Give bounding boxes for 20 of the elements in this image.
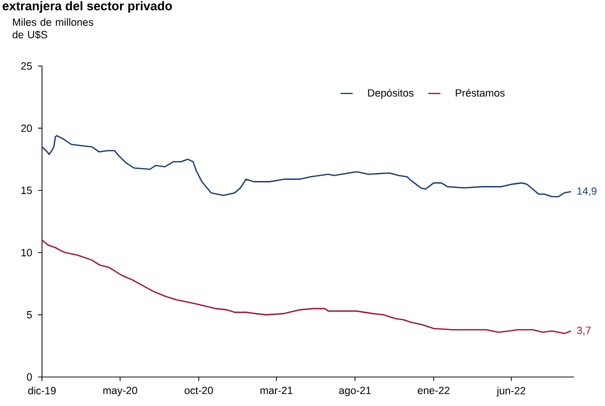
data-label: 3,7 <box>577 326 591 336</box>
x-tick-label: jun-22 <box>496 386 526 396</box>
line-series <box>41 135 572 198</box>
x-tick-label: ago-21 <box>339 386 371 396</box>
legend-label: Depósitos <box>368 88 414 99</box>
chart-title: extranjera del sector privado <box>2 1 172 13</box>
x-tick-label: dic-19 <box>28 386 56 394</box>
y-axis-title: Miles de millones de U$S <box>12 18 94 39</box>
y-tick-label: 0 <box>26 373 32 381</box>
y-tick-label: 5 <box>26 311 32 318</box>
y-tick-label: 25 <box>21 62 32 70</box>
x-tick-label: oct-20 <box>184 386 213 394</box>
data-label: 14,9 <box>577 187 596 196</box>
x-tick-label: mar-21 <box>260 386 292 394</box>
y-tick-label: 10 <box>21 248 32 256</box>
y-tick-label: 20 <box>21 124 32 132</box>
x-tick-label: may-20 <box>103 386 138 396</box>
x-tick-label: ene-22 <box>418 386 450 394</box>
legend-label: Préstamos <box>456 88 505 97</box>
y-tick-label: 15 <box>21 186 32 194</box>
